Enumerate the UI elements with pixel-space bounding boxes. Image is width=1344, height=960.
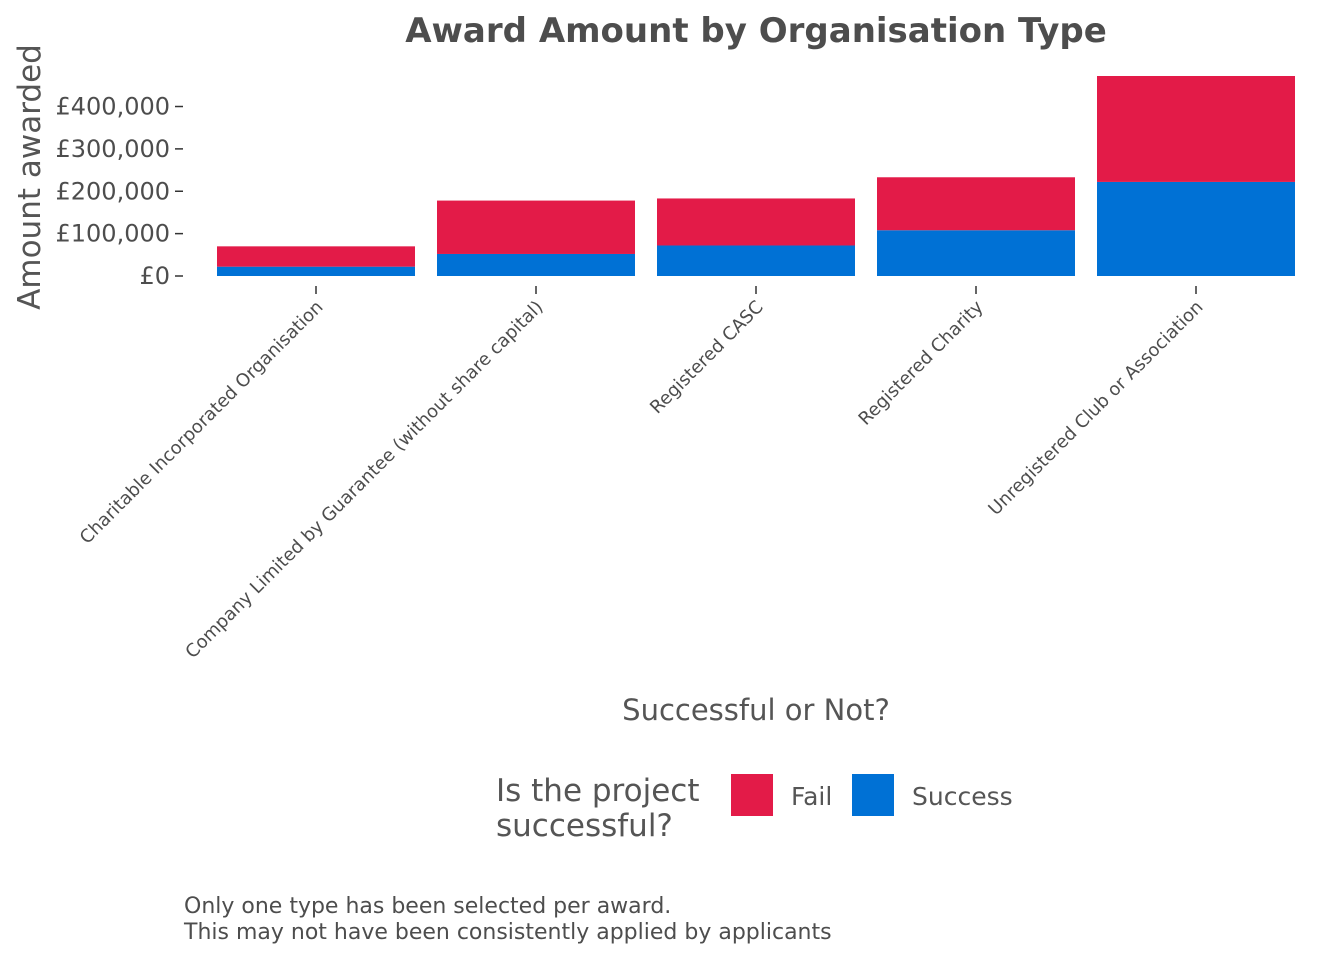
legend-title-line-1: Is the project — [496, 773, 699, 809]
legend-label-success: Success — [912, 782, 1013, 811]
x-axis: Charitable Incorporated OrganisationComp… — [76, 286, 1208, 663]
bar-success — [1097, 181, 1295, 276]
bar-success — [877, 230, 1075, 276]
y-tick-label: £400,000 — [55, 93, 170, 121]
x-tick-label: Unregistered Club or Association — [984, 297, 1207, 520]
legend-title: Is the project successful? — [496, 773, 709, 844]
bar-success — [217, 266, 415, 276]
x-tick-label: Registered Charity — [855, 296, 988, 429]
y-tick-label: £200,000 — [55, 177, 170, 205]
legend-swatch-fail — [731, 774, 773, 816]
caption: Only one type has been selected per awar… — [183, 894, 832, 945]
x-tick-label: Company Limited by Guarantee (without sh… — [181, 297, 547, 663]
y-tick-label: £300,000 — [55, 135, 170, 163]
bar-fail — [1097, 76, 1295, 182]
caption-line-1: Only one type has been selected per awar… — [184, 894, 671, 919]
bar-success — [657, 245, 855, 276]
y-tick-label: £100,000 — [55, 220, 170, 248]
bar-fail — [437, 200, 635, 254]
y-tick-label: £0 — [139, 262, 170, 290]
bar-fail — [877, 177, 1075, 231]
bar-fail — [217, 246, 415, 267]
legend: Is the project successful? Fail Success — [496, 773, 1013, 844]
legend-title-line-2: successful? — [496, 808, 673, 844]
y-axis-label: Amount awarded — [12, 44, 48, 310]
bar-success — [437, 253, 635, 276]
bars — [217, 76, 1295, 276]
x-axis-label: Successful or Not? — [622, 693, 890, 727]
legend-swatch-success — [852, 774, 894, 816]
x-tick-label: Registered CASC — [646, 297, 767, 418]
bar-fail — [657, 198, 855, 246]
chart-title: Award Amount by Organisation Type — [405, 11, 1107, 51]
y-axis: £0 £100,000 £200,000 £300,000 £400,000 — [55, 93, 183, 290]
x-tick-label: Charitable Incorporated Organisation — [76, 297, 328, 549]
caption-line-2: This may not have been consistently appl… — [183, 920, 832, 945]
legend-label-fail: Fail — [791, 782, 832, 811]
